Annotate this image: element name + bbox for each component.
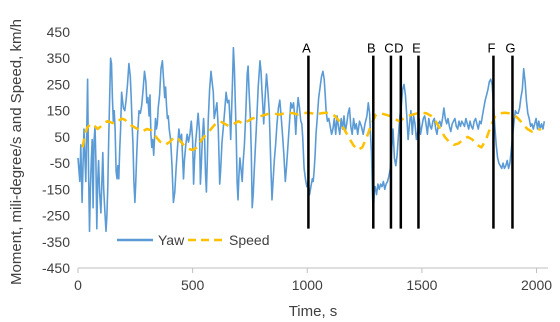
y-axis-title: Moment, mili-degree/s and Speed, km/h <box>8 19 25 285</box>
marker-label-e: E <box>412 41 421 56</box>
y-tick-label: -350 <box>42 234 70 250</box>
marker-label-f: F <box>487 41 495 56</box>
marker-label-g: G <box>505 41 515 56</box>
axes <box>77 267 548 273</box>
marker-label-d: D <box>394 41 403 56</box>
y-tick-labels: 450 350 250 150 50 -50 -150 -250 -350 -450 <box>42 24 70 276</box>
x-tick-label: 500 <box>181 277 205 293</box>
series-line-yaw <box>77 46 546 233</box>
x-tick-label: 0 <box>74 277 82 293</box>
marker-label-c: C <box>384 41 393 56</box>
y-tick-label: -150 <box>42 181 70 197</box>
series-line-speed <box>81 111 542 152</box>
legend-label-yaw: Yaw <box>158 232 185 248</box>
y-tick-label: 150 <box>47 103 71 119</box>
y-tick-label: -50 <box>50 155 70 171</box>
x-tick-labels: 0 500 1000 1500 2000 <box>74 277 552 293</box>
legend: Yaw Speed <box>117 232 269 248</box>
plot-area <box>77 46 546 233</box>
y-tick-label: 450 <box>47 24 71 40</box>
y-tick-label: -450 <box>42 260 70 276</box>
x-tick-label: 1000 <box>292 277 323 293</box>
y-tick-label: 350 <box>47 50 71 66</box>
x-tick-label: 2000 <box>521 277 552 293</box>
legend-label-speed: Speed <box>229 232 269 248</box>
marker-label-b: B <box>367 41 376 56</box>
y-tick-label: -250 <box>42 208 70 224</box>
y-tick-label: 250 <box>47 76 71 92</box>
x-axis-title: Time, s <box>289 303 338 320</box>
y-tick-label: 50 <box>54 129 70 145</box>
x-tick-label: 1500 <box>406 277 437 293</box>
marker-label-a: A <box>302 41 311 56</box>
